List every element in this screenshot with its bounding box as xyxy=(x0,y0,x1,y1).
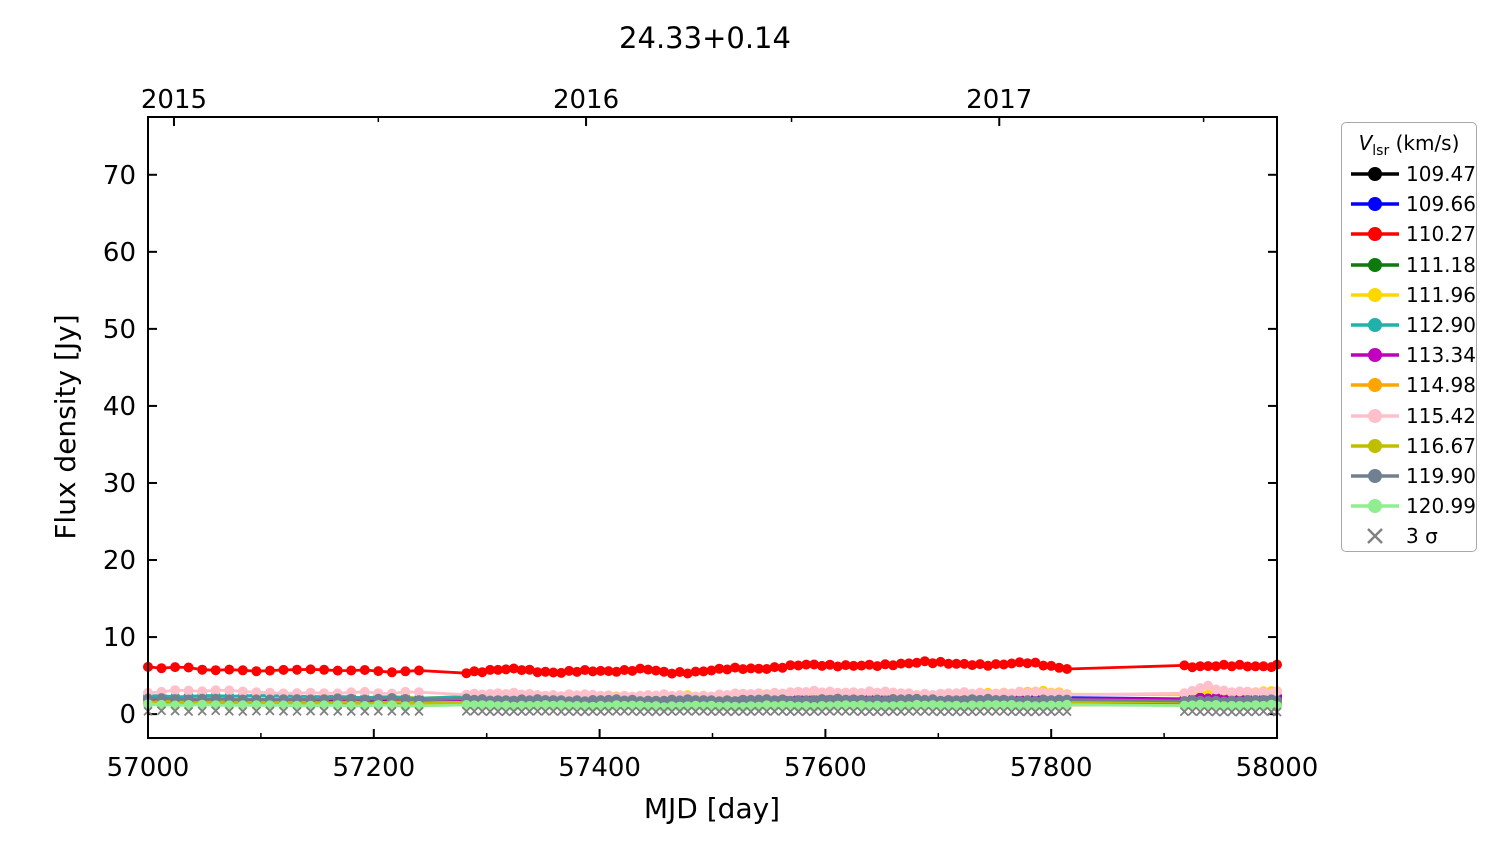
legend-item-label: 115.42 xyxy=(1406,403,1476,428)
legend-item-label: 113.34 xyxy=(1406,343,1476,368)
legend-item-116.67: 116.67 xyxy=(1342,431,1476,461)
plot-area: 57000 57200 57400 57600 57800 58000 0 10 20 30 40 5… xyxy=(103,85,1318,783)
x-tick-label: 57400 xyxy=(558,753,641,783)
legend-item-label: 111.96 xyxy=(1406,282,1476,307)
line-marker-icon xyxy=(1351,468,1399,483)
y-tick-label: 30 xyxy=(103,469,136,499)
chart-title: 24.33+0.14 xyxy=(619,21,791,55)
legend-item-109.47: 109.47 xyxy=(1342,159,1476,189)
legend-item-3-sigma: 3 σ xyxy=(1342,521,1476,551)
x-tick-label: 57200 xyxy=(332,753,415,783)
series-110.27 xyxy=(143,656,1282,679)
line-marker-icon xyxy=(1351,167,1399,182)
line-marker-icon xyxy=(1351,257,1399,272)
year-tick-label: 2016 xyxy=(553,85,619,115)
legend-item-label: 109.47 xyxy=(1406,162,1476,187)
legend-item-113.34: 113.34 xyxy=(1342,340,1476,370)
legend: Vlsr (km/s) 109.47 109.66 110.27 111.18 111.… xyxy=(1341,122,1477,552)
line-marker-icon xyxy=(1351,499,1399,514)
legend-item-label: 3 σ xyxy=(1406,524,1438,549)
legend-item-label: 116.67 xyxy=(1406,433,1476,458)
line-marker-icon xyxy=(1351,227,1399,242)
legend-item-label: 120.99 xyxy=(1406,494,1476,519)
x-tick-label: 57800 xyxy=(1010,753,1093,783)
y-tick-label: 40 xyxy=(103,392,136,422)
line-marker-icon xyxy=(1351,438,1399,453)
legend-item-115.42: 115.42 xyxy=(1342,401,1476,431)
line-marker-icon xyxy=(1351,197,1399,212)
legend-item-label: 112.90 xyxy=(1406,313,1476,338)
legend-title: Vlsr (km/s) xyxy=(1342,127,1476,159)
legend-title-v: V xyxy=(1358,131,1373,155)
year-tick-label: 2017 xyxy=(966,85,1032,115)
legend-item-109.66: 109.66 xyxy=(1342,189,1476,219)
line-marker-icon xyxy=(1351,318,1399,333)
legend-item-111.18: 111.18 xyxy=(1342,250,1476,280)
y-tick-label: 20 xyxy=(103,546,136,576)
line-marker-icon xyxy=(1351,378,1399,393)
legend-rows: 109.47 109.66 110.27 111.18 111.96 112.90 113.… xyxy=(1342,159,1476,551)
year-tick-label: 2015 xyxy=(141,85,207,115)
x-axis-label: MJD [day] xyxy=(644,792,780,825)
legend-item-114.98: 114.98 xyxy=(1342,370,1476,400)
x-tick-label: 58000 xyxy=(1236,753,1319,783)
legend-item-label: 109.66 xyxy=(1406,192,1476,217)
y-axis-label: Flux density [Jy] xyxy=(49,314,82,539)
legend-title-sub: lsr xyxy=(1372,143,1390,159)
legend-item-label: 114.98 xyxy=(1406,373,1476,398)
y-tick-label: 0 xyxy=(119,700,136,730)
x-tick-label: 57000 xyxy=(107,753,190,783)
y-tick-label: 50 xyxy=(103,315,136,345)
y-tick-label: 70 xyxy=(103,161,136,191)
legend-item-label: 119.90 xyxy=(1406,463,1476,488)
series-3-sigma xyxy=(143,706,1282,717)
line-marker-icon xyxy=(1351,408,1399,423)
legend-item-119.90: 119.90 xyxy=(1342,461,1476,491)
legend-item-111.96: 111.96 xyxy=(1342,280,1476,310)
x-tick-label: 57600 xyxy=(784,753,867,783)
legend-item-120.99: 120.99 xyxy=(1342,491,1476,521)
axes-ticks: 57000 57200 57400 57600 57800 58000 0 10 20 30 40 5… xyxy=(103,85,1318,783)
sigma-x-icon xyxy=(1367,528,1383,545)
y-tick-label: 60 xyxy=(103,238,136,268)
legend-item-112.90: 112.90 xyxy=(1342,310,1476,340)
line-marker-icon xyxy=(1351,348,1399,363)
y-tick-label: 10 xyxy=(103,623,136,653)
line-marker-icon xyxy=(1351,287,1399,302)
legend-item-label: 110.27 xyxy=(1406,222,1476,247)
legend-item-label: 111.18 xyxy=(1406,252,1476,277)
legend-item-110.27: 110.27 xyxy=(1342,219,1476,249)
legend-title-units: (km/s) xyxy=(1389,131,1460,155)
plot-border xyxy=(147,116,1278,739)
